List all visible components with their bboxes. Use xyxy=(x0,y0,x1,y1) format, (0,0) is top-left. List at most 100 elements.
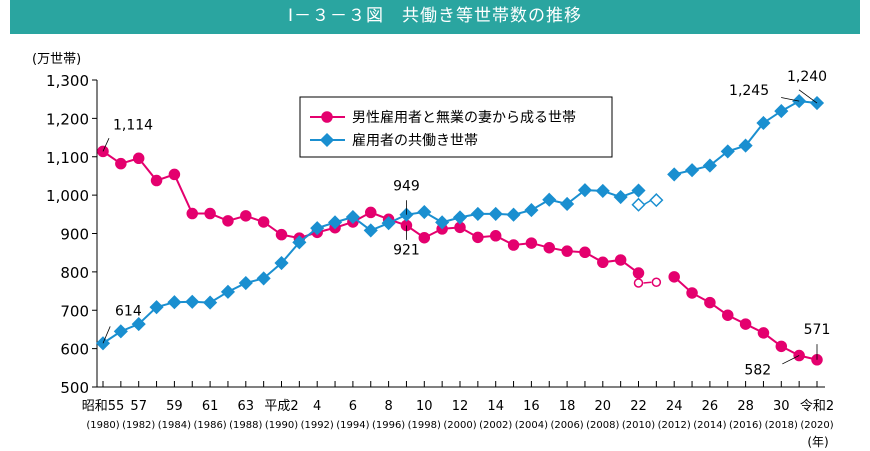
annotation-leader xyxy=(798,89,818,104)
data-point xyxy=(489,230,502,242)
data-label: 1,114 xyxy=(113,117,153,133)
x-tick-year: (2002) xyxy=(479,420,512,431)
hollow-point xyxy=(651,277,662,287)
x-tick-year: (1980) xyxy=(86,420,119,431)
data-point xyxy=(131,317,146,332)
x-tick-year: (1986) xyxy=(193,420,226,431)
data-point xyxy=(686,287,698,299)
series-line-0 xyxy=(102,150,818,361)
y-tick-label: 1,200 xyxy=(46,110,89,128)
data-point xyxy=(115,157,127,170)
data-label: 949 xyxy=(393,179,420,195)
data-point xyxy=(506,207,521,222)
data-point xyxy=(668,271,680,283)
data-point xyxy=(507,239,520,251)
data-point xyxy=(220,284,236,299)
data-point xyxy=(417,204,432,220)
x-tick-year: (2008) xyxy=(586,420,619,431)
data-point xyxy=(240,210,252,222)
x-tick-year: (2010) xyxy=(622,420,655,431)
x-axis-label: (年) xyxy=(807,435,828,449)
y-tick-label: 1,300 xyxy=(46,72,89,90)
data-point xyxy=(257,216,270,228)
y-tick-label: 1,100 xyxy=(46,149,89,167)
annotation-leader xyxy=(102,326,111,344)
data-point xyxy=(150,174,163,187)
x-tick-label: 22 xyxy=(630,399,647,414)
data-point xyxy=(542,192,557,207)
y-tick-label: 900 xyxy=(60,226,89,244)
data-point xyxy=(756,115,771,131)
data-point xyxy=(203,295,218,310)
data-point xyxy=(167,295,182,310)
x-tick-year: (2006) xyxy=(550,420,583,431)
x-tick-label: 28 xyxy=(737,399,754,414)
data-point xyxy=(319,132,335,148)
x-tick-label: 10 xyxy=(416,399,433,414)
legend-label: 雇用者の共働き世帯 xyxy=(352,132,478,149)
data-point xyxy=(168,168,181,181)
data-point xyxy=(722,309,734,321)
figure-title: Ⅰ－３－３図 共働き等世帯数の推移 xyxy=(10,0,860,34)
hollow-point xyxy=(633,278,644,288)
x-tick-year: (1984) xyxy=(158,420,191,431)
x-tick-label: 30 xyxy=(773,399,790,414)
data-point xyxy=(757,327,770,339)
data-point xyxy=(452,210,468,225)
data-point xyxy=(185,294,200,309)
data-point xyxy=(738,138,753,153)
annotation-leader xyxy=(782,355,800,365)
data-point xyxy=(704,296,716,309)
data-point xyxy=(381,216,396,231)
data-point xyxy=(579,246,591,259)
data-point xyxy=(113,324,128,339)
x-tick-year: (1988) xyxy=(229,420,262,431)
data-point xyxy=(238,275,253,291)
annotation-leader xyxy=(781,97,800,102)
data-point xyxy=(363,223,378,238)
x-tick-label: 昭和55 xyxy=(82,399,125,414)
data-point xyxy=(95,336,111,351)
data-point xyxy=(470,206,485,221)
legend-label: 男性雇用者と無業の妻から成る世帯 xyxy=(352,109,576,126)
x-tick-year: (1998) xyxy=(408,420,441,431)
x-tick-label: 59 xyxy=(166,399,183,414)
hollow-point xyxy=(649,193,664,208)
x-tick-label: 12 xyxy=(452,399,469,414)
data-point xyxy=(345,209,360,225)
x-tick-year: (2012) xyxy=(658,420,691,431)
x-tick-label: 令和2 xyxy=(800,399,834,414)
x-tick-label: 14 xyxy=(487,399,504,414)
data-point xyxy=(543,241,555,254)
y-tick-label: 600 xyxy=(60,341,89,359)
x-tick-label: 18 xyxy=(559,399,576,414)
hollow-connector xyxy=(643,199,652,206)
x-tick-year: (2014) xyxy=(693,420,726,431)
data-point xyxy=(702,158,717,173)
x-tick-year: (2018) xyxy=(765,420,798,431)
data-label: 921 xyxy=(393,242,420,258)
x-tick-label: 6 xyxy=(349,399,357,414)
data-point xyxy=(561,245,573,257)
data-point xyxy=(684,163,700,178)
data-point xyxy=(365,206,377,219)
data-point xyxy=(274,255,289,271)
y-tick-label: 500 xyxy=(60,379,89,397)
data-point xyxy=(775,340,788,353)
data-point xyxy=(149,300,164,315)
x-tick-year: (2020) xyxy=(800,420,833,431)
data-point xyxy=(632,267,645,279)
data-point xyxy=(595,183,610,198)
data-point xyxy=(739,318,752,330)
x-tick-year: (1990) xyxy=(265,420,298,431)
data-point xyxy=(472,231,484,244)
data-point xyxy=(222,215,234,227)
x-tick-year: (1994) xyxy=(336,420,369,431)
y-axis-label: (万世帯) xyxy=(32,52,81,67)
data-point xyxy=(418,231,431,244)
data-point xyxy=(631,183,646,198)
annotation-leader xyxy=(102,138,110,152)
data-point xyxy=(488,206,503,221)
data-label: 582 xyxy=(744,363,771,379)
data-label: 571 xyxy=(804,322,831,338)
